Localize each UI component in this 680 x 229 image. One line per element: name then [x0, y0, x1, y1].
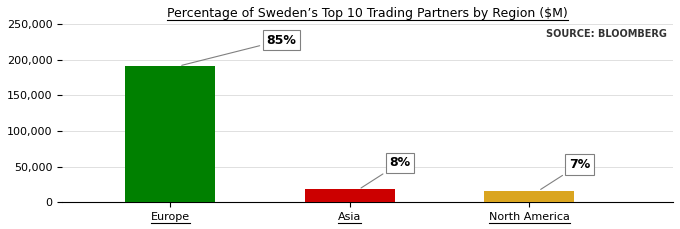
Text: SOURCE: BLOOMBERG: SOURCE: BLOOMBERG	[546, 29, 667, 39]
Bar	[305, 189, 394, 202]
Text: 7%: 7%	[541, 158, 590, 189]
Bar	[125, 66, 215, 202]
Text: 85%: 85%	[182, 34, 296, 65]
Bar	[484, 191, 574, 202]
Text: 8%: 8%	[361, 156, 411, 188]
Title: Percentage of Sweden’s Top 10 Trading Partners by Region ($M): Percentage of Sweden’s Top 10 Trading Pa…	[167, 7, 568, 20]
